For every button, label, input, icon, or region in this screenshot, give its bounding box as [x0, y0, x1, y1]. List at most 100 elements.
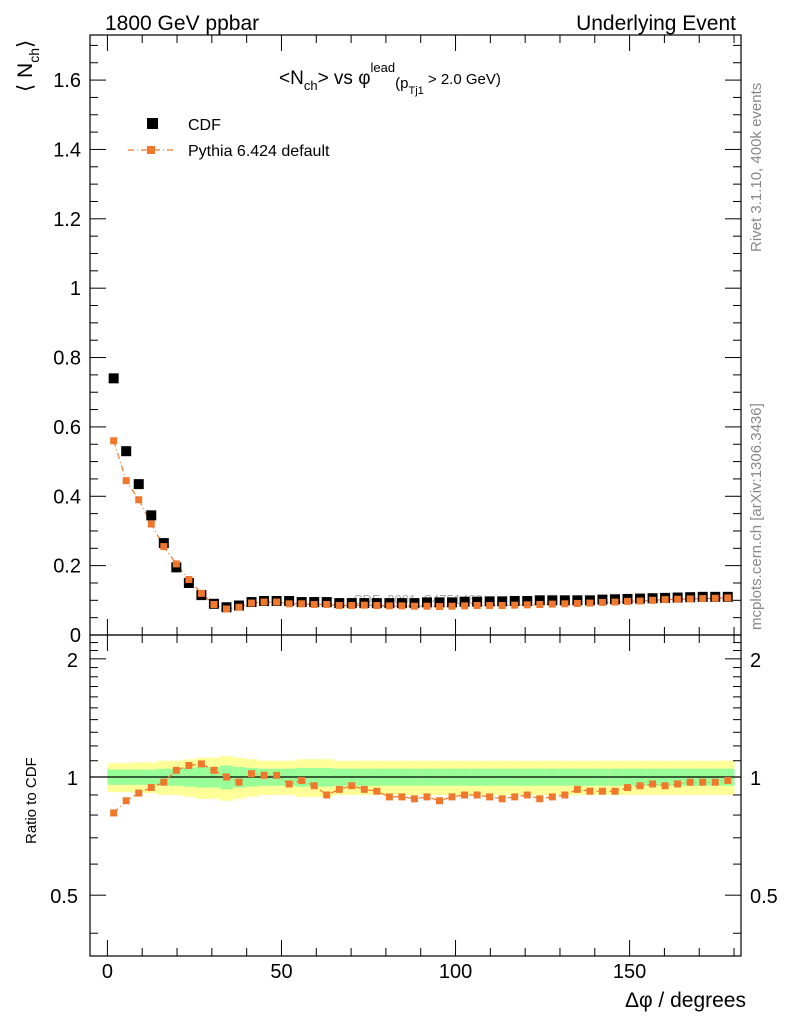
- ratio-pythia-point: [385, 793, 393, 801]
- pythia-point: [385, 602, 393, 610]
- ratio-pythia-point: [222, 773, 230, 781]
- pythia-point: [273, 598, 281, 606]
- pythia-point: [611, 598, 619, 606]
- ratio-ytick-label-right: 2: [750, 650, 761, 672]
- ratio-pythia-point: [185, 761, 193, 769]
- ratio-pythia-point: [423, 793, 431, 801]
- ratio-pythia-point: [360, 785, 368, 793]
- pythia-point: [686, 595, 694, 603]
- cdf-point: [509, 596, 520, 607]
- pythia-point: [624, 597, 632, 605]
- ratio-pythia-point: [611, 787, 619, 795]
- pythia-point: [348, 602, 356, 610]
- ratio-pythia-point: [624, 784, 632, 792]
- cdf-point: [146, 510, 157, 521]
- ratio-pythia-point: [699, 778, 707, 786]
- pythia-point: [110, 437, 118, 445]
- cdf-point: [534, 595, 545, 606]
- ratio-pythia-point: [248, 770, 256, 778]
- main-ytick-label: 1.4: [53, 139, 81, 161]
- pythia-point: [423, 602, 431, 610]
- pythia-point: [511, 601, 519, 609]
- cdf-point: [447, 597, 458, 608]
- ratio-pythia-point: [298, 776, 306, 784]
- ratio-xtick-label: 0: [102, 961, 113, 983]
- main-panel: 00.20.40.60.811.21.41.6 CDF_2001_S475146…: [14, 34, 742, 647]
- title-paren-open: (p: [395, 75, 408, 92]
- ratio-pythia-point: [473, 791, 481, 799]
- cdf-point: [434, 597, 445, 608]
- ratio-frame: [89, 634, 742, 957]
- ratio-pythia-point: [586, 787, 594, 795]
- pythia-point: [135, 496, 143, 504]
- ratio-ytick-label: 2: [67, 650, 78, 672]
- ratio-pythia-point: [122, 797, 130, 805]
- legend-cdf-label: CDF: [188, 117, 221, 134]
- ratio-xlabel: Δφ / degrees: [625, 989, 746, 1012]
- title-lhs-sub: ch: [304, 78, 318, 93]
- ratio-xtick-label: 150: [613, 961, 646, 983]
- pythia-point: [398, 602, 406, 610]
- main-ytick-label: 0.2: [53, 556, 81, 578]
- ratio-pythia-point: [210, 766, 218, 774]
- pythia-point: [122, 477, 130, 485]
- ratio-pythia-point: [235, 778, 243, 786]
- ratio-pythia-point: [661, 782, 669, 790]
- title-sup: lead: [371, 60, 396, 75]
- ratio-pythia-point: [461, 791, 469, 799]
- pythia-point: [573, 599, 581, 607]
- ratio-pythia-point: [323, 791, 331, 799]
- ratio-pythia-point: [197, 760, 205, 768]
- ratio-pythia-point: [573, 785, 581, 793]
- pythia-point: [285, 600, 293, 608]
- cdf-point: [497, 596, 508, 607]
- ylabel-open: ⟨ N: [14, 63, 37, 92]
- pythia-point: [323, 600, 331, 608]
- pythia-point: [210, 600, 218, 608]
- ratio-panel: 0.5 0.5 1 1 2 2 0 50 100 150 Ratio to CDF Δφ / de…: [23, 634, 778, 1012]
- pythia-point: [724, 594, 732, 602]
- ratio-pythia-point: [598, 787, 606, 795]
- ratio-ylabel: Ratio to CDF: [23, 757, 40, 844]
- cdf-point: [459, 596, 470, 607]
- ratio-xtick-label: 100: [439, 961, 472, 983]
- main-ylabel: ⟨ Nch⟩: [14, 40, 42, 92]
- mcplots-label: mcplots.cern.ch [arXiv:1306.3436]: [748, 403, 765, 630]
- pythia-point: [222, 605, 230, 613]
- ratio-pythia-point: [285, 780, 293, 788]
- ratio-pythia-point: [724, 776, 732, 784]
- ratio-pythia-point: [448, 793, 456, 801]
- ratio-pythia-point: [686, 778, 694, 786]
- legend-cdf-marker: [147, 118, 158, 129]
- ratio-pythia-point: [110, 809, 118, 817]
- ratio-pythia-point: [410, 795, 418, 803]
- pythia-point: [172, 560, 180, 568]
- pythia-point: [661, 596, 669, 604]
- pythia-point: [235, 603, 243, 611]
- cdf-point: [484, 596, 495, 607]
- pythia-point: [636, 597, 644, 605]
- pythia-point: [536, 600, 544, 608]
- pythia-point: [197, 589, 205, 597]
- title-p-sub: Tj1: [408, 85, 423, 97]
- ylabel-close: ⟩: [14, 40, 37, 48]
- pythia-point: [298, 600, 306, 608]
- ratio-pythia-point: [636, 782, 644, 790]
- pythia-point: [448, 602, 456, 610]
- pythia-point: [310, 600, 318, 608]
- ratio-pythia-point: [335, 785, 343, 793]
- ratio-pythia-point: [172, 766, 180, 774]
- ratio-pythia-point: [310, 782, 318, 790]
- ylabel-sub: ch: [26, 48, 42, 63]
- main-ytick-label: 0.4: [53, 486, 81, 508]
- legend-pythia-label: Pythia 6.424 default: [188, 143, 330, 160]
- ratio-pythia-point: [273, 771, 281, 779]
- main-title: <Nch> vs φlead(pTj1 > 2.0 GeV): [279, 60, 501, 97]
- pythia-point: [360, 601, 368, 609]
- ratio-pythia-point: [135, 789, 143, 797]
- cdf-point: [547, 595, 558, 606]
- ratio-pythia-point: [649, 780, 657, 788]
- ratio-pythia-point: [548, 793, 556, 801]
- main-ytick-label: 0.6: [53, 417, 81, 439]
